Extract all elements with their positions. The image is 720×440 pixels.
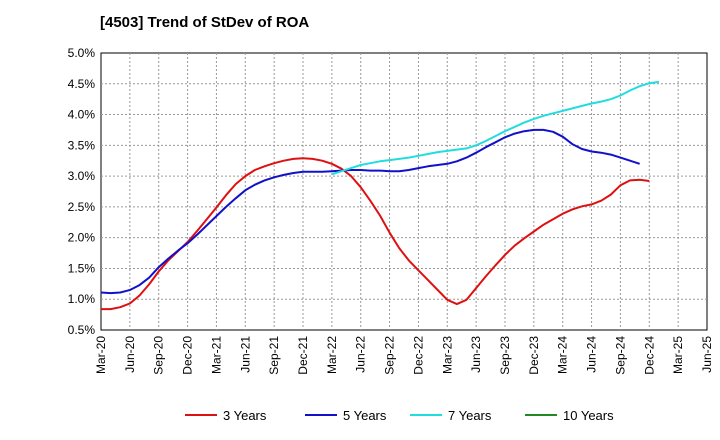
x-tick-label: Jun-25 <box>700 336 714 373</box>
x-tick-label: Sep-20 <box>152 336 166 375</box>
y-tick-label: 5.0% <box>68 46 96 60</box>
x-tick-label: Jun-23 <box>469 336 483 373</box>
y-tick-label: 1.5% <box>68 261 96 275</box>
plot-area <box>100 52 708 331</box>
grid-layer <box>101 53 707 330</box>
x-tick-label: Jun-22 <box>354 336 368 373</box>
chart-title: [4503] Trend of StDev of ROA <box>100 14 310 31</box>
x-tick-label: Sep-22 <box>383 336 397 375</box>
legend-label: 7 Years <box>448 408 492 423</box>
x-tick-label: Sep-21 <box>267 336 281 375</box>
series-layer <box>100 80 660 311</box>
x-tick-label: Dec-23 <box>527 336 541 375</box>
legend-label: 3 Years <box>223 408 267 423</box>
y-tick-label: 2.5% <box>68 200 96 214</box>
x-tick-label: Mar-23 <box>440 336 454 374</box>
x-tick-label: Mar-21 <box>209 336 223 374</box>
y-tick-label: 4.5% <box>68 77 96 91</box>
legend: 3 Years 5 Years 7 Years 10 Years <box>185 408 614 423</box>
x-tick-label: Dec-21 <box>296 336 310 375</box>
y-tick-label: 4.0% <box>68 108 96 122</box>
x-tick-label: Mar-25 <box>671 336 685 374</box>
x-tick-label: Jun-21 <box>238 336 252 373</box>
y-tick-label: 1.0% <box>68 292 96 306</box>
y-tick-label: 2.0% <box>68 231 96 245</box>
x-tick-label: Sep-23 <box>498 336 512 375</box>
series-line-3-years <box>101 157 650 311</box>
x-tick-label: Jun-20 <box>123 336 137 373</box>
x-tick-label: Mar-22 <box>325 336 339 374</box>
x-tick-label: Mar-20 <box>94 336 108 374</box>
x-tick-label: Dec-22 <box>411 336 425 375</box>
series-line-5-years <box>100 128 641 295</box>
legend-label: 5 Years <box>343 408 387 423</box>
y-tick-label: 3.0% <box>68 169 96 183</box>
x-tick-label: Sep-24 <box>613 336 627 375</box>
x-tick-label: Dec-24 <box>642 336 656 375</box>
legend-label: 10 Years <box>563 408 614 423</box>
y-axis: 0.5% 1.0% 1.5% 2.0% 2.5% 3.0% 3.5% 4.0% 4.5% 5.0% <box>68 46 96 337</box>
y-tick-label: 3.5% <box>68 138 96 152</box>
series-line-7-years <box>331 80 660 176</box>
y-tick-label: 0.5% <box>68 323 96 337</box>
x-tick-label: Dec-20 <box>181 336 195 375</box>
x-tick-label: Mar-24 <box>556 336 570 374</box>
x-axis: Mar-20 Jun-20 Sep-20 Dec-20 Mar-21 Jun-21 Sep-… <box>94 336 714 375</box>
x-tick-label: Jun-24 <box>585 336 599 373</box>
